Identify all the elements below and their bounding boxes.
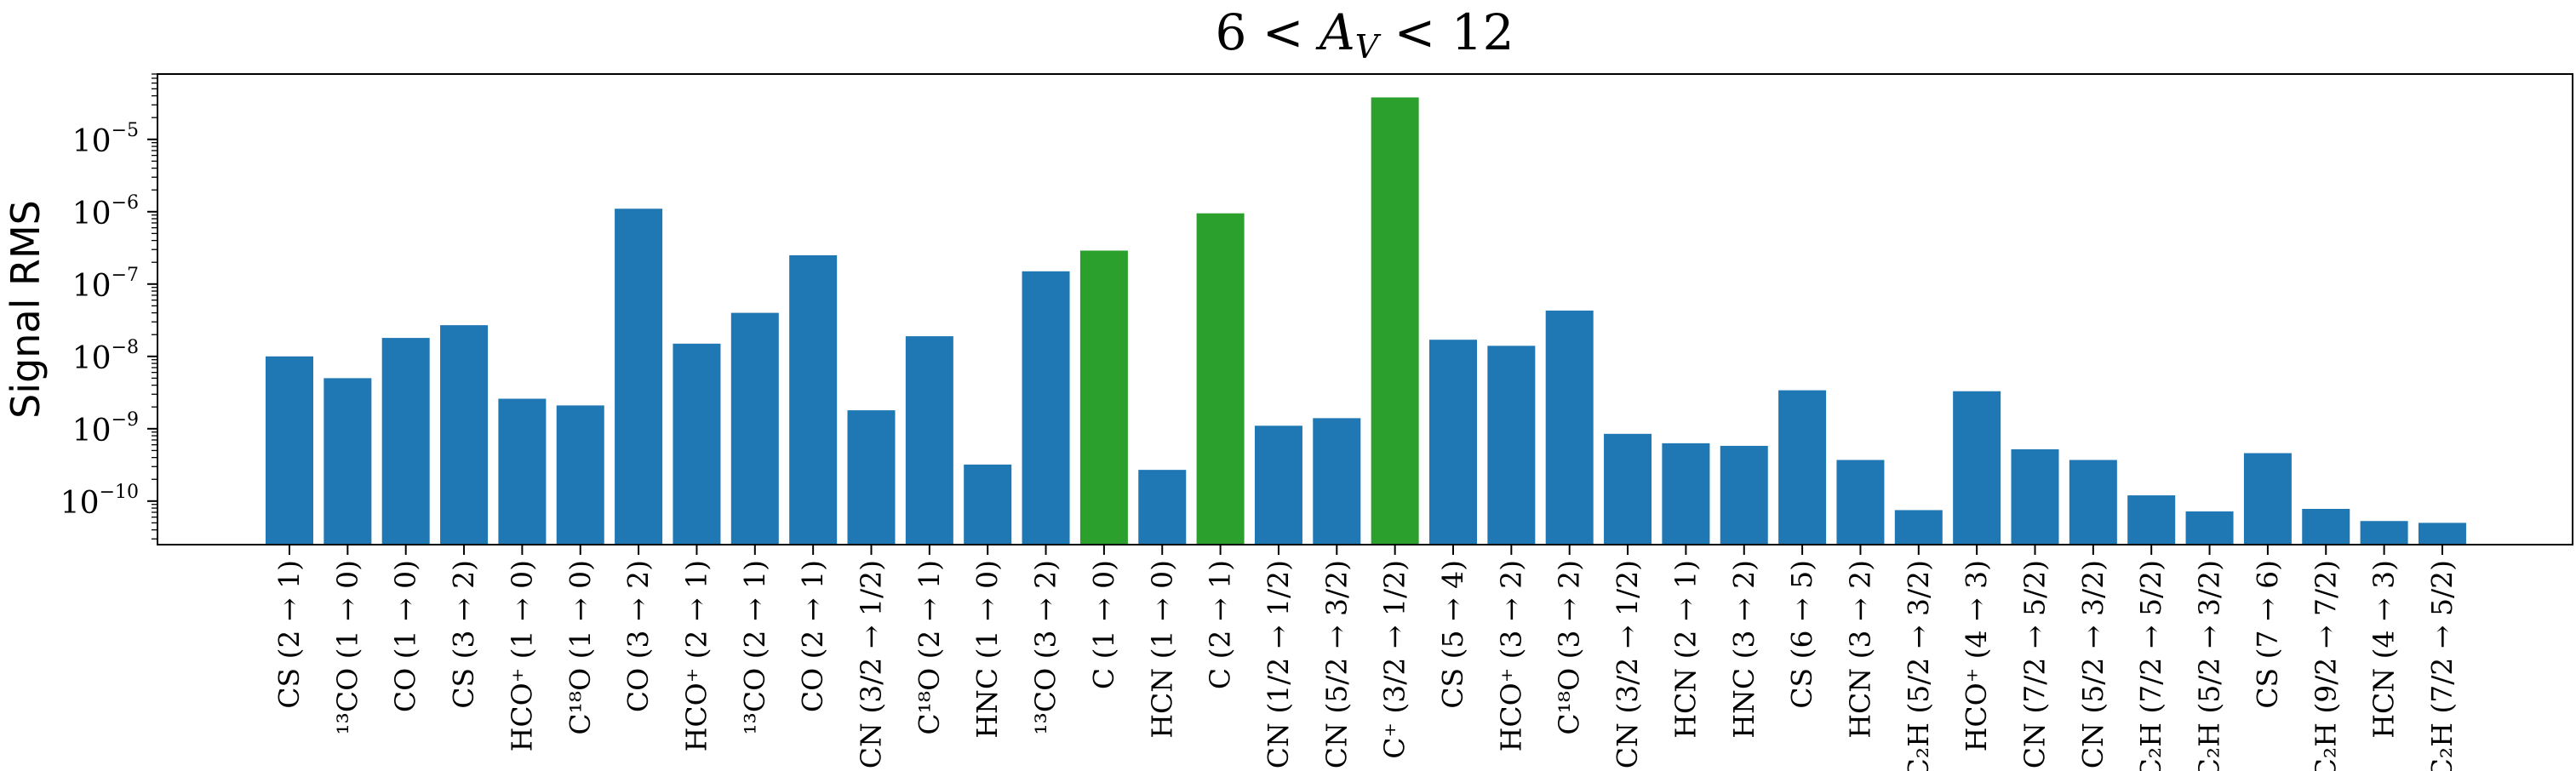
y-tick-label: 10−7 [72, 265, 139, 304]
x-tick-label: CO (2 → 1) [796, 560, 829, 712]
bar [2360, 521, 2408, 545]
bar [964, 464, 1012, 545]
bars [266, 97, 2466, 545]
bar [1894, 510, 1943, 545]
x-tick-label: HCO⁺ (2 → 1) [679, 560, 713, 751]
bar [1254, 425, 1302, 545]
x-tick-label: HCN (3 → 2) [1843, 560, 1876, 739]
y-tick-label: 10−9 [72, 409, 139, 448]
bar [498, 398, 547, 545]
x-tick-label: CN (7/2 → 5/2) [2018, 560, 2052, 768]
bar [556, 405, 604, 545]
y-axis-label: Signal RMS [3, 200, 49, 419]
x-tick-label: C¹⁸O (2 → 1) [913, 560, 946, 735]
title-text: 6 < AV < 12 [1216, 3, 1514, 66]
x-tick-label: C₂H (7/2 → 5/2) [2134, 560, 2167, 771]
bar [1138, 470, 1187, 545]
x-tick-label: C¹⁸O (3 → 2) [1553, 560, 1586, 735]
x-tick-label: HCN (2 → 1) [1669, 560, 1702, 739]
bar [847, 410, 896, 545]
x-tick-label: HCN (4 → 3) [2367, 560, 2401, 739]
y-tick-label: 10−5 [72, 120, 139, 159]
bar [1196, 213, 1245, 545]
plot-frame [157, 73, 2573, 545]
x-tick-label: C (2 → 1) [1204, 560, 1237, 689]
bar [1545, 310, 1594, 545]
bar [1662, 443, 1710, 545]
x-tick-label: HCO⁺ (1 → 0) [505, 560, 538, 751]
bar [1604, 433, 1652, 545]
bar [905, 336, 953, 545]
bar [673, 343, 721, 545]
x-tick-label: CS (2 → 1) [272, 560, 306, 709]
bar [1836, 460, 1885, 545]
y-tick-label: 10−10 [60, 482, 139, 521]
bar [323, 378, 372, 545]
bar [266, 356, 313, 545]
bar [615, 208, 663, 545]
y-axis-ticks: 10−10 10−9 10−8 10−7 10−6 10−5 [60, 73, 157, 540]
x-tick-label: ¹³CO (1 → 0) [330, 560, 364, 735]
bar [1079, 250, 1128, 545]
bar [730, 312, 779, 545]
bar [2069, 460, 2117, 545]
bar [2127, 495, 2176, 545]
bar [1313, 418, 1361, 545]
x-tick-label: HCN (1 → 0) [1145, 560, 1178, 739]
x-tick-label: CN (3/2 → 1/2) [855, 560, 888, 768]
bar [789, 254, 838, 545]
x-tick-label: CS (7 → 6) [2251, 560, 2284, 709]
bar [1487, 346, 1536, 545]
x-tick-label: CS (3 → 2) [447, 560, 480, 709]
x-tick-label: CS (5 → 4) [1436, 560, 1469, 709]
x-tick-label: C₂H (5/2 → 3/2) [1902, 560, 1935, 771]
chart-title: 6 < AV < 12 [1216, 3, 1514, 66]
x-tick-label: CN (1/2 → 1/2) [1262, 560, 1295, 768]
x-tick-label: C (1 → 0) [1087, 560, 1120, 689]
bar [1778, 390, 1827, 545]
x-tick-label: C¹⁸O (1 → 0) [564, 560, 597, 735]
x-tick-label: CO (3 → 2) [621, 560, 655, 712]
x-tick-label: ¹³CO (2 → 1) [738, 560, 771, 735]
x-tick-label: CN (3/2 → 1/2) [1611, 560, 1644, 768]
bar [2011, 448, 2059, 545]
bar [381, 338, 430, 545]
x-tick-label: CN (5/2 → 3/2) [1319, 560, 1353, 768]
x-tick-label: HCO⁺ (3 → 2) [1494, 560, 1527, 751]
x-tick-label: HCO⁺ (4 → 3) [1960, 560, 1993, 751]
bar [440, 325, 489, 545]
bar [2302, 508, 2350, 545]
bar [2243, 453, 2292, 545]
y-tick-label: 10−8 [72, 337, 139, 376]
x-tick-label: CO (1 → 0) [389, 560, 422, 712]
x-tick-label: CN (5/2 → 3/2) [2076, 560, 2109, 768]
bar [1371, 97, 1419, 545]
bar [1953, 391, 2001, 545]
x-axis-ticks: CS (2 → 1) ¹³CO (1 → 0) CO (1 → 0) CS (3 → … [272, 545, 2459, 771]
y-axis-label-text: Signal RMS [3, 200, 49, 419]
x-tick-label: C₂H (5/2 → 3/2) [2193, 560, 2226, 771]
bar [1429, 340, 1477, 545]
x-tick-label: C₂H (9/2 → 7/2) [2309, 560, 2342, 771]
y-tick-label: 10−6 [72, 192, 139, 231]
bar [2418, 523, 2466, 545]
x-tick-label: HNC (1 → 0) [970, 560, 1004, 739]
bar [1022, 271, 1070, 545]
x-tick-label: C⁺ (3/2 → 1/2) [1378, 560, 1411, 759]
x-tick-label: C₂H (7/2 → 5/2) [2425, 560, 2459, 771]
bar [2185, 511, 2234, 545]
x-tick-label: CS (6 → 5) [1785, 560, 1818, 709]
x-tick-label: ¹³CO (3 → 2) [1029, 560, 1062, 735]
x-tick-label: HNC (3 → 2) [1727, 560, 1760, 739]
bar [1720, 445, 1768, 545]
